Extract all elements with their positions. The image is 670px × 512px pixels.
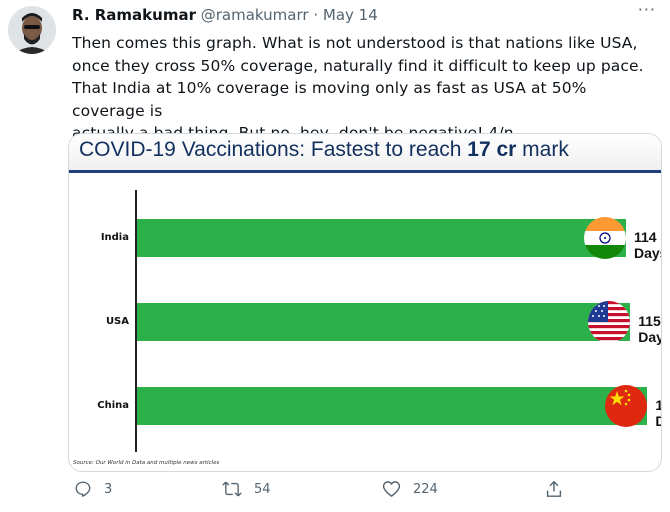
usa-flag-icon	[588, 301, 631, 343]
source-note: Source: Our World in Data and multiple n…	[73, 460, 220, 466]
tweet-date[interactable]: May 14	[322, 6, 378, 24]
category-label-india: India	[100, 232, 129, 243]
more-options-icon[interactable]: ···	[637, 0, 656, 19]
retweet-icon	[222, 480, 242, 498]
author-handle[interactable]: @ramakumarr	[200, 6, 309, 24]
like-button[interactable]: 224	[382, 480, 438, 498]
retweet-button[interactable]: 54	[222, 480, 271, 498]
author-name[interactable]: R. Ramakumar	[72, 6, 196, 24]
india-flag-icon	[583, 217, 626, 259]
category-label-usa: USA	[105, 316, 129, 327]
chart-title-bold: 17 cr	[467, 138, 517, 161]
chart-title: COVID-19 Vaccinations: Fastest to reach …	[69, 134, 661, 173]
chart-title-suffix: mark	[516, 138, 569, 161]
like-icon	[382, 480, 401, 498]
retweet-count: 54	[254, 481, 271, 497]
tweet-header: R. Ramakumar @ramakumarr · May 14	[72, 6, 660, 26]
share-icon	[546, 480, 562, 498]
share-button[interactable]	[546, 480, 562, 498]
category-label-china: China	[97, 400, 129, 411]
action-bar: 3 54 224	[70, 480, 660, 504]
reply-icon	[74, 480, 92, 498]
value-label-china: 119 Days	[655, 397, 662, 429]
like-count: 224	[413, 481, 438, 497]
chart-title-prefix: COVID-19 Vaccinations: Fastest to reach	[79, 138, 468, 161]
avatar[interactable]	[8, 6, 56, 54]
media-card[interactable]: COVID-19 Vaccinations: Fastest to reach …	[68, 133, 662, 472]
bar-usa	[137, 303, 631, 341]
reply-count: 3	[104, 481, 113, 497]
value-label-india: 114 Days	[633, 229, 661, 261]
china-flag-icon	[605, 385, 648, 427]
reply-button[interactable]: 3	[74, 480, 112, 498]
value-label-usa: 115 Days	[638, 313, 661, 345]
bar-china	[137, 387, 648, 425]
y-axis-line	[135, 190, 137, 452]
bar-india	[137, 219, 626, 257]
separator-dot: ·	[313, 6, 319, 24]
tweet-text: Then comes this graph. What is not under…	[72, 34, 644, 142]
